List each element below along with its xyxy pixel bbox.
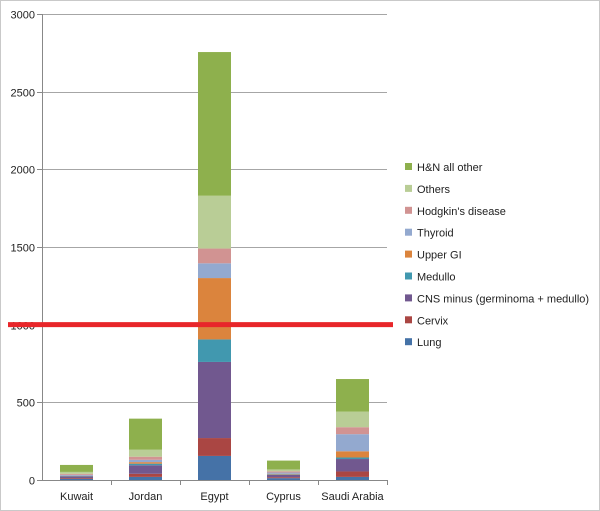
bar-jordan-upper-gi — [129, 462, 162, 464]
bars — [60, 52, 369, 480]
bar-egypt-h-n-all-other — [198, 52, 231, 196]
bar-egypt-thyroid — [198, 263, 231, 279]
bar-saudi-arabia-hodgkin-s-disease — [336, 427, 369, 435]
bar-saudi-arabia-thyroid — [336, 434, 369, 452]
bar-jordan-thyroid — [129, 459, 162, 463]
legend-label-cervix: Cervix — [417, 315, 449, 327]
bar-kuwait-cns-minus-germinoma-medullo — [60, 476, 93, 478]
legend-swatch-medullo — [405, 272, 412, 280]
y-tick-label: 0 — [29, 476, 35, 488]
y-tick-label: 1500 — [11, 243, 35, 255]
x-tick-label: Kuwait — [60, 491, 93, 503]
legend-label-upper-gi: Upper GI — [417, 250, 462, 262]
bar-saudi-arabia-upper-gi — [336, 451, 369, 458]
x-tick-label: Jordan — [129, 491, 163, 503]
bar-jordan-hodgkin-s-disease — [129, 456, 162, 460]
bar-jordan-cns-minus-germinoma-medullo — [129, 465, 162, 474]
bar-saudi-arabia-h-n-all-other — [336, 379, 369, 412]
bar-egypt-upper-gi — [198, 278, 231, 340]
legend-swatch-h-n-all-other — [405, 163, 412, 170]
y-tick-label: 500 — [17, 398, 35, 410]
bar-kuwait-others — [60, 471, 93, 474]
legend-swatch-lung — [405, 338, 412, 346]
bar-egypt-medullo — [198, 339, 231, 362]
y-tick-label: 3000 — [11, 10, 35, 22]
legend-label-cns-minus-germinoma-medullo: CNS minus (germinoma + medullo) — [417, 293, 589, 305]
x-tick-label: Egypt — [200, 491, 228, 503]
bar-kuwait-thyroid — [60, 474, 93, 476]
legend-swatch-thyroid — [405, 228, 412, 236]
bar-saudi-arabia-others — [336, 411, 369, 428]
bar-egypt-lung — [198, 455, 231, 480]
legend-swatch-cns-minus-germinoma-medullo — [405, 294, 412, 302]
legend-swatch-cervix — [405, 316, 412, 324]
bar-kuwait-h-n-all-other — [60, 464, 93, 472]
legend-label-thyroid: Thyroid — [417, 228, 454, 240]
bar-saudi-arabia-medullo — [336, 457, 369, 460]
bar-cyprus-cns-minus-germinoma-medullo — [267, 474, 300, 478]
x-axis: Kuwait Jordan Egypt Cyprus Saudi Arabia — [42, 480, 388, 503]
bar-cyprus-hodgkin-s-disease — [267, 471, 300, 473]
bar-saudi-arabia-lung — [336, 476, 369, 480]
bar-cyprus-others — [267, 469, 300, 472]
legend: H&N all other Others Hodgkin's disease Thyr… — [405, 162, 589, 349]
legend-swatch-hodgkin-s-disease — [405, 206, 412, 214]
bar-kuwait-lung — [60, 478, 93, 480]
y-tick-label: 2500 — [11, 88, 35, 100]
legend-label-others: Others — [417, 184, 451, 196]
legend-label-hodgkin-s-disease: Hodgkin's disease — [417, 206, 506, 218]
bar-saudi-arabia-cns-minus-germinoma-medullo — [336, 459, 369, 472]
legend-swatch-others — [405, 184, 412, 192]
bar-kuwait-cervix — [60, 477, 93, 479]
bar-jordan-others — [129, 449, 162, 457]
bar-cyprus-upper-gi — [267, 473, 300, 475]
bar-egypt-hodgkin-s-disease — [198, 248, 231, 264]
legend-swatch-upper-gi — [405, 250, 412, 258]
bar-jordan-h-n-all-other — [129, 418, 162, 450]
legend-label-h-n-all-other: H&N all other — [417, 162, 483, 174]
bar-cyprus-h-n-all-other — [267, 460, 300, 470]
bar-cyprus-thyroid — [267, 472, 300, 474]
bar-jordan-medullo — [129, 463, 162, 466]
legend-label-lung: Lung — [417, 337, 441, 349]
bar-saudi-arabia-cervix — [336, 471, 369, 477]
bar-egypt-cns-minus-germinoma-medullo — [198, 361, 231, 439]
bar-cyprus-cervix — [267, 477, 300, 479]
y-axis: 050010001500200025003000 — [11, 10, 43, 488]
legend-label-medullo: Medullo — [417, 272, 456, 284]
bar-egypt-cervix — [198, 438, 231, 456]
bar-jordan-cervix — [129, 473, 162, 477]
bar-jordan-lung — [129, 476, 162, 480]
x-tick-label: Saudi Arabia — [321, 491, 384, 503]
bar-egypt-others — [198, 195, 231, 249]
y-tick-label: 2000 — [11, 165, 35, 177]
bar-cyprus-lung — [267, 478, 300, 480]
bar-kuwait-hodgkin-s-disease — [60, 473, 93, 475]
x-tick-label: Cyprus — [266, 491, 301, 503]
